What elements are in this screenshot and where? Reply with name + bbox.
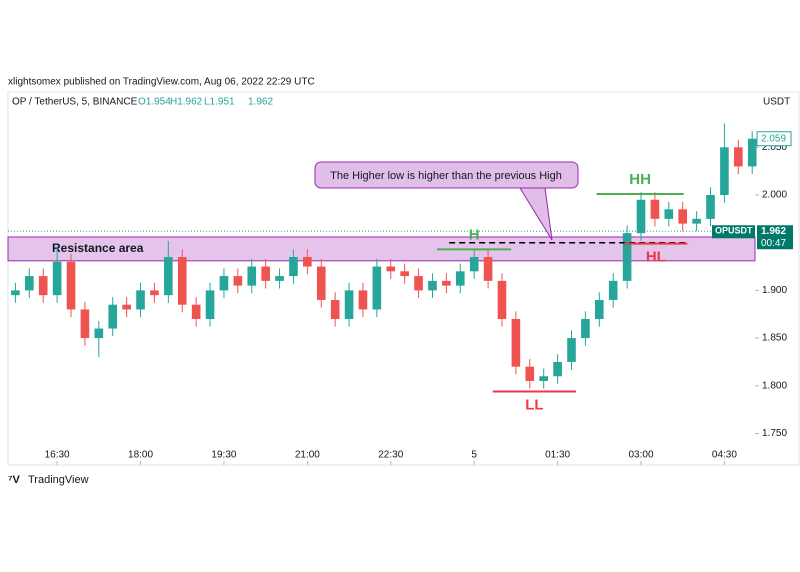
ohlc: 1.962	[248, 97, 273, 108]
candle-body	[720, 147, 729, 196]
x-tick-label: 04:30	[712, 450, 737, 461]
candle-body	[483, 257, 493, 281]
x-tick-label: 16:30	[45, 450, 70, 461]
candle-body	[650, 199, 660, 219]
candle-body	[233, 276, 243, 286]
candle-body	[122, 304, 131, 310]
x-tick-label: 18:00	[128, 450, 153, 461]
candle-body	[261, 266, 270, 281]
candle-body	[414, 276, 423, 291]
candle-body	[205, 290, 215, 320]
callout-pointer	[519, 187, 553, 241]
candle-body	[289, 257, 298, 277]
x-tick-label: 22:30	[378, 450, 403, 461]
candle-body	[692, 218, 701, 224]
plot: Resistance area 1.750 1.800 1.850 1.900 2.000…	[7, 123, 793, 465]
candle-body	[428, 280, 437, 291]
x-tick-label: 01:30	[545, 450, 570, 461]
publisher: xlightsomex published on TradingView.com…	[8, 77, 315, 88]
candle-body	[706, 195, 715, 219]
callout-box	[314, 161, 579, 189]
ohlc: H1.962	[170, 97, 203, 108]
candle-body	[66, 261, 76, 310]
candle-body	[553, 361, 562, 377]
ohlc: L1.951	[204, 97, 235, 108]
candle-body	[330, 299, 340, 320]
y-tick-label: 2.050	[762, 142, 787, 153]
y-tick-label: 2.000	[762, 190, 787, 201]
candle-body	[94, 328, 104, 339]
candle-body	[567, 338, 576, 362]
symbol-tag	[712, 225, 755, 239]
candle-body	[247, 266, 257, 286]
symbol-price-label: 1.962	[761, 226, 786, 237]
candle-body	[275, 276, 284, 281]
y-tick-label: 1.900	[762, 285, 787, 296]
candle-body	[177, 257, 187, 305]
candle-body	[80, 309, 90, 339]
candle-body	[372, 266, 382, 310]
ohlc: O1.954	[138, 97, 171, 108]
candle-body	[442, 280, 451, 286]
swing-label: H	[469, 226, 480, 243]
y-tick-label: 1.750	[762, 428, 787, 439]
swing-label: HL	[646, 249, 666, 266]
candle-body	[747, 138, 757, 167]
candle-body	[497, 280, 507, 320]
candle-body	[38, 276, 48, 296]
candle-body	[316, 266, 326, 300]
candle-body	[400, 271, 409, 277]
candle-body	[469, 257, 479, 272]
countdown-label: 00:47	[761, 238, 786, 249]
x-tick-label: 19:30	[211, 450, 236, 461]
candle-body	[636, 199, 646, 234]
candle-body	[678, 209, 688, 224]
footer: TradingView	[28, 474, 89, 486]
resistance-zone	[7, 236, 756, 262]
candle-body	[608, 280, 618, 300]
swing-label: LL	[525, 396, 543, 413]
candle-body	[150, 290, 159, 296]
candle-body	[539, 376, 548, 382]
candle-body	[664, 209, 674, 219]
candle-body	[525, 366, 535, 382]
x-tick-label: 5	[471, 450, 477, 461]
last-price-tag	[756, 131, 792, 147]
zone-label: Resistance area	[52, 241, 144, 255]
y-tick-label: 1.850	[762, 333, 787, 344]
candle-body	[303, 257, 312, 267]
callout-text: The Higher low is higher than the previo…	[330, 170, 562, 182]
symbol: OP / TetherUS, 5, BINANCE	[12, 97, 138, 108]
symbol-tag-name: OPUSDT	[715, 226, 753, 236]
candle-body	[25, 276, 34, 291]
candle-body	[108, 304, 118, 329]
candle-body	[358, 290, 368, 310]
x-tick-label: 03:00	[628, 450, 653, 461]
candle-body	[386, 266, 396, 272]
candle-body	[164, 257, 173, 296]
candle-body	[191, 304, 201, 320]
candle-body	[511, 319, 521, 367]
swing-label: HH	[629, 171, 651, 188]
logo: ⁷V	[8, 474, 21, 486]
candle-body	[622, 233, 632, 281]
overlays: The Higher low is higher than the previo…	[314, 161, 579, 241]
candle-body	[455, 271, 465, 286]
symbol-price-tag	[757, 225, 793, 250]
candle-body	[136, 290, 145, 310]
frame	[7, 91, 800, 466]
currency: USDT	[763, 97, 790, 108]
candle-body	[11, 290, 20, 296]
candle-body	[344, 290, 354, 320]
y-tick-label: 1.800	[762, 380, 787, 391]
candle-body	[219, 276, 229, 291]
candle-body	[734, 147, 743, 167]
x-tick-label: 21:00	[295, 450, 320, 461]
candle-body	[52, 261, 62, 296]
candle-body	[594, 299, 604, 320]
last-price-label: 2.059	[761, 133, 786, 144]
candle-body	[581, 319, 590, 339]
